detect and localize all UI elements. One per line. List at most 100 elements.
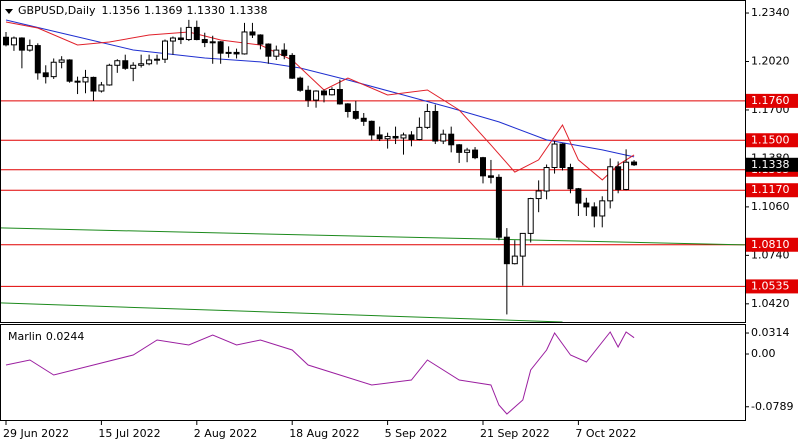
- overlay-line: [0, 227, 745, 246]
- candle-body: [225, 51, 232, 54]
- x-tick-label: 18 Aug 2022: [289, 427, 359, 440]
- candle-body: [130, 64, 137, 69]
- indicator-tick-label: 0.0314: [751, 326, 790, 339]
- y-tick-label: 1.1060: [751, 200, 790, 213]
- candle-body: [615, 166, 622, 190]
- overlay-line: [5, 19, 635, 158]
- level-label-box: [746, 93, 798, 108]
- candle-body: [321, 90, 327, 96]
- x-tick-label: 5 Sep 2022: [385, 427, 448, 440]
- marks: [0, 12, 749, 425]
- low-value: 1.1330: [187, 4, 226, 17]
- candle-body: [519, 232, 526, 257]
- level-label-box: [746, 183, 798, 198]
- x-tick-label: 15 Jul 2022: [98, 427, 160, 440]
- candle-body: [50, 61, 57, 78]
- candle-body: [106, 64, 113, 86]
- level-label: 1.0535: [751, 279, 790, 292]
- level-label-box: [746, 133, 798, 148]
- candle-body: [480, 157, 486, 177]
- indicator-tick-label: 0.00: [751, 347, 776, 360]
- candle-body: [281, 49, 288, 56]
- candle-body: [376, 134, 383, 140]
- candle-body: [503, 236, 510, 265]
- candle-body: [217, 41, 224, 54]
- candle-body: [543, 167, 550, 192]
- indicator-title: Marlin 0.0244: [8, 330, 84, 343]
- candle-body: [336, 89, 343, 105]
- candle-body: [233, 51, 240, 55]
- candle-body: [416, 126, 423, 140]
- candle-body: [527, 198, 534, 234]
- candle-body: [209, 41, 216, 44]
- candle-body: [66, 59, 73, 82]
- y-tick-label: 1.2340: [751, 6, 790, 19]
- indicator-line: [5, 331, 635, 415]
- candle-body: [34, 45, 41, 74]
- overlays: [0, 19, 745, 322]
- y-tick-label: 1.2020: [751, 54, 790, 67]
- candle-body: [368, 120, 375, 136]
- y-tick-label: 1.0420: [751, 297, 790, 310]
- indicator-panel-frame: [0, 324, 746, 421]
- candle-body: [623, 161, 630, 190]
- indicator-value: 0.0244: [46, 330, 85, 343]
- candle-body: [328, 89, 335, 96]
- level-label: 1.1500: [751, 133, 790, 146]
- candle-body: [424, 110, 431, 128]
- candle-body: [631, 161, 638, 166]
- candle-body: [18, 37, 25, 51]
- candle-body: [408, 134, 415, 140]
- candle-body: [464, 149, 471, 153]
- current-price-label: 1.1338: [751, 158, 790, 171]
- candle-body: [297, 77, 304, 91]
- level-label-box: [746, 237, 798, 252]
- overlay-line: [0, 302, 563, 322]
- candle-body: [456, 144, 463, 153]
- candle-body: [154, 58, 161, 61]
- candle-body: [289, 54, 296, 79]
- candle-body: [495, 176, 502, 238]
- candle-body: [559, 143, 566, 169]
- candle-body: [3, 36, 9, 46]
- chart-title: GBPUSD,Daily 1.1356 1.1369 1.1330 1.1338: [18, 4, 268, 17]
- candle-body: [169, 37, 176, 42]
- high-value: 1.1369: [144, 4, 183, 17]
- candle-body: [162, 40, 168, 60]
- x-tick-label: 2 Aug 2022: [194, 427, 257, 440]
- candle-body: [122, 60, 129, 69]
- candle-body: [535, 190, 542, 200]
- candle-body: [607, 166, 614, 202]
- candle-body: [392, 135, 399, 139]
- candle-body: [273, 49, 280, 57]
- candle-body: [82, 76, 89, 83]
- candle-body: [193, 26, 200, 41]
- candle-body: [138, 63, 145, 66]
- candle-body: [575, 188, 582, 204]
- candle-body: [360, 117, 367, 122]
- candle-body: [487, 175, 494, 178]
- candle-body: [567, 167, 574, 190]
- candle-body: [265, 43, 272, 57]
- menu-icon: [5, 9, 13, 14]
- main-panel-frame: [0, 0, 746, 323]
- candle-body: [185, 26, 192, 41]
- candle-body: [26, 45, 33, 51]
- candle-body: [472, 149, 479, 159]
- x-tick-label: 7 Oct 2022: [575, 427, 636, 440]
- candle-body: [344, 103, 351, 112]
- candle-body: [511, 255, 518, 265]
- level-label: 1.0810: [751, 238, 790, 251]
- candle-body: [583, 202, 590, 208]
- level-label: 1.1170: [751, 183, 790, 196]
- x-tick-label: 21 Sep 2022: [480, 427, 550, 440]
- candle-body: [58, 59, 65, 63]
- level-label: 1.1760: [751, 94, 790, 107]
- candle-body: [400, 134, 407, 139]
- candle-body: [42, 72, 49, 78]
- symbol: GBPUSD,Daily: [18, 4, 96, 17]
- candle-body: [177, 37, 184, 41]
- candle-body: [249, 31, 256, 36]
- x-tick-label: 29 Jun 2022: [3, 427, 69, 440]
